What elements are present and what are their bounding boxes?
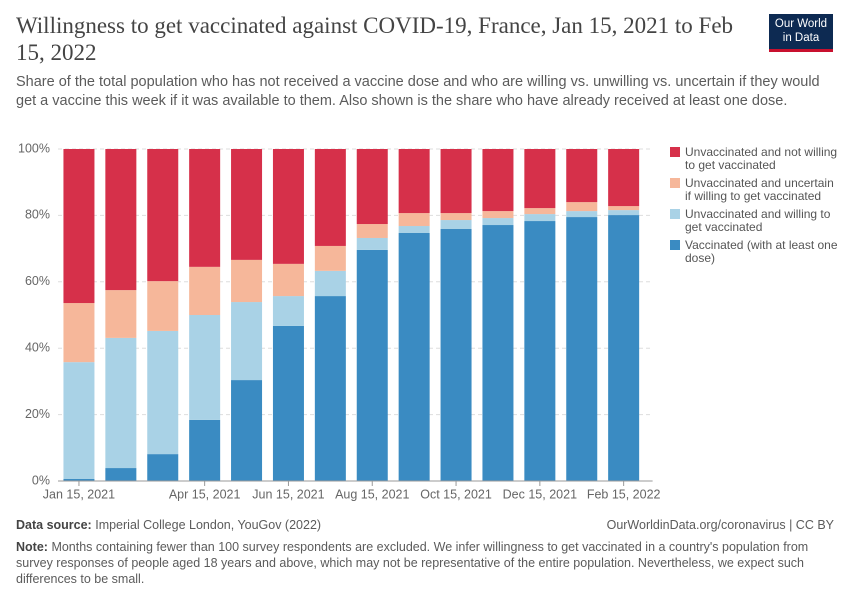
bar-segment [398,232,430,481]
url[interactable]: OurWorldinData.org/coronavirus | CC BY [606,518,834,532]
bar-segment [272,325,304,481]
source: Imperial College London, YouGov (2022) [95,518,322,532]
y-tick-label: 100% [18,141,50,155]
bar-segment [231,149,263,260]
bar-segment [147,149,179,282]
bar-segment [440,213,472,221]
source-label: Data source: [16,518,92,532]
bar-segment [189,419,221,481]
legend-item[interactable]: Vaccinated (with at least one dose) [670,239,840,265]
bar-segment [105,468,137,481]
legend: Unvaccinated and not willing to get vacc… [670,146,840,270]
bar-segment [356,149,388,225]
y-tick-label: 20% [25,407,50,421]
x-tick-label: Jun 15, 2021 [252,487,324,501]
legend-item[interactable]: Unvaccinated and uncertain if willing to… [670,177,840,203]
bar-segment [314,296,346,481]
bar-segment [63,303,95,363]
legend-swatch [670,240,680,250]
bar-segment [314,245,346,271]
bar-segment [147,281,179,331]
legend-item[interactable]: Unvaccinated and not willing to get vacc… [670,146,840,172]
legend-label: Unvaccinated and not willing to get vacc… [685,145,838,172]
bar-segment [231,302,263,381]
bar-segment [398,226,430,233]
bar-segment [356,224,388,238]
bar-segment [524,149,556,209]
x-tick-label: Jan 15, 2021 [43,487,115,501]
bar-segment [314,149,346,246]
bar-segment [189,315,221,420]
bar-segment [398,149,430,214]
bar-segment [524,208,556,215]
bar-segment [566,202,598,212]
bar-segment [189,266,221,315]
x-tick-label: Dec 15, 2021 [503,487,577,501]
bar-segment [63,479,95,481]
y-tick-label: 80% [25,208,50,222]
note: Months containing fewer than 100 survey … [16,540,809,586]
bar-segment [482,218,514,226]
bar-segment [482,211,514,219]
bar-segment [272,296,304,326]
bar-segment [272,263,304,297]
bar-segment [356,237,388,250]
bar-segment [608,149,640,207]
y-tick-label: 40% [25,340,50,354]
x-tick-label: Apr 15, 2021 [169,487,241,501]
bar-segment [356,249,388,481]
y-tick-label: 60% [25,274,50,288]
bar-segment [272,149,304,264]
bar-segment [566,211,598,218]
bar-segment [608,215,640,481]
legend-item[interactable]: Unvaccinated and willing to get vaccinat… [670,208,840,234]
x-tick-label: Feb 15, 2022 [587,487,661,501]
bar-segment [566,149,598,203]
chart-subtitle: Share of the total population who has no… [16,74,820,109]
x-tick-label: Oct 15, 2021 [420,487,492,501]
legend-label: Vaccinated (with at least one dose) [685,238,838,265]
bar-segment [231,380,263,481]
x-tick-label: Aug 15, 2021 [335,487,409,501]
bar-segment [608,210,640,216]
bar-segment [105,149,137,291]
logo-text: Our World [774,18,828,30]
bar-segment [231,259,263,303]
footer: Data source: Imperial College London, Yo… [16,517,834,587]
bar-segment [63,362,95,480]
bar-segment [105,290,137,338]
bar-segment [440,229,472,481]
bar-segment [105,337,137,469]
bar-segment [398,213,430,227]
chart-title: Willingness to get vaccinated against CO… [16,13,734,65]
bar-segment [63,149,95,304]
legend-swatch [670,147,680,157]
bar-segment [189,149,221,267]
bar-segment [440,220,472,230]
legend-label: Unvaccinated and willing to get vaccinat… [685,207,831,234]
legend-label: Unvaccinated and uncertain if willing to… [685,176,834,203]
logo[interactable]: Our World in Data [769,14,833,52]
bar-segment [147,454,179,481]
bar-segment [314,270,346,297]
legend-swatch [670,209,680,219]
y-tick-label: 0% [32,473,50,487]
note-label: Note: [16,540,48,554]
bar-segment [482,225,514,481]
legend-swatch [670,178,680,188]
bar-segment [147,330,179,455]
bar-segment [524,214,556,222]
bar-segment [482,149,514,212]
logo-text: in Data [782,32,820,44]
bar-segment [608,206,640,211]
bar-segment [566,217,598,481]
bar-segment [524,221,556,481]
bar-segment [440,149,472,214]
